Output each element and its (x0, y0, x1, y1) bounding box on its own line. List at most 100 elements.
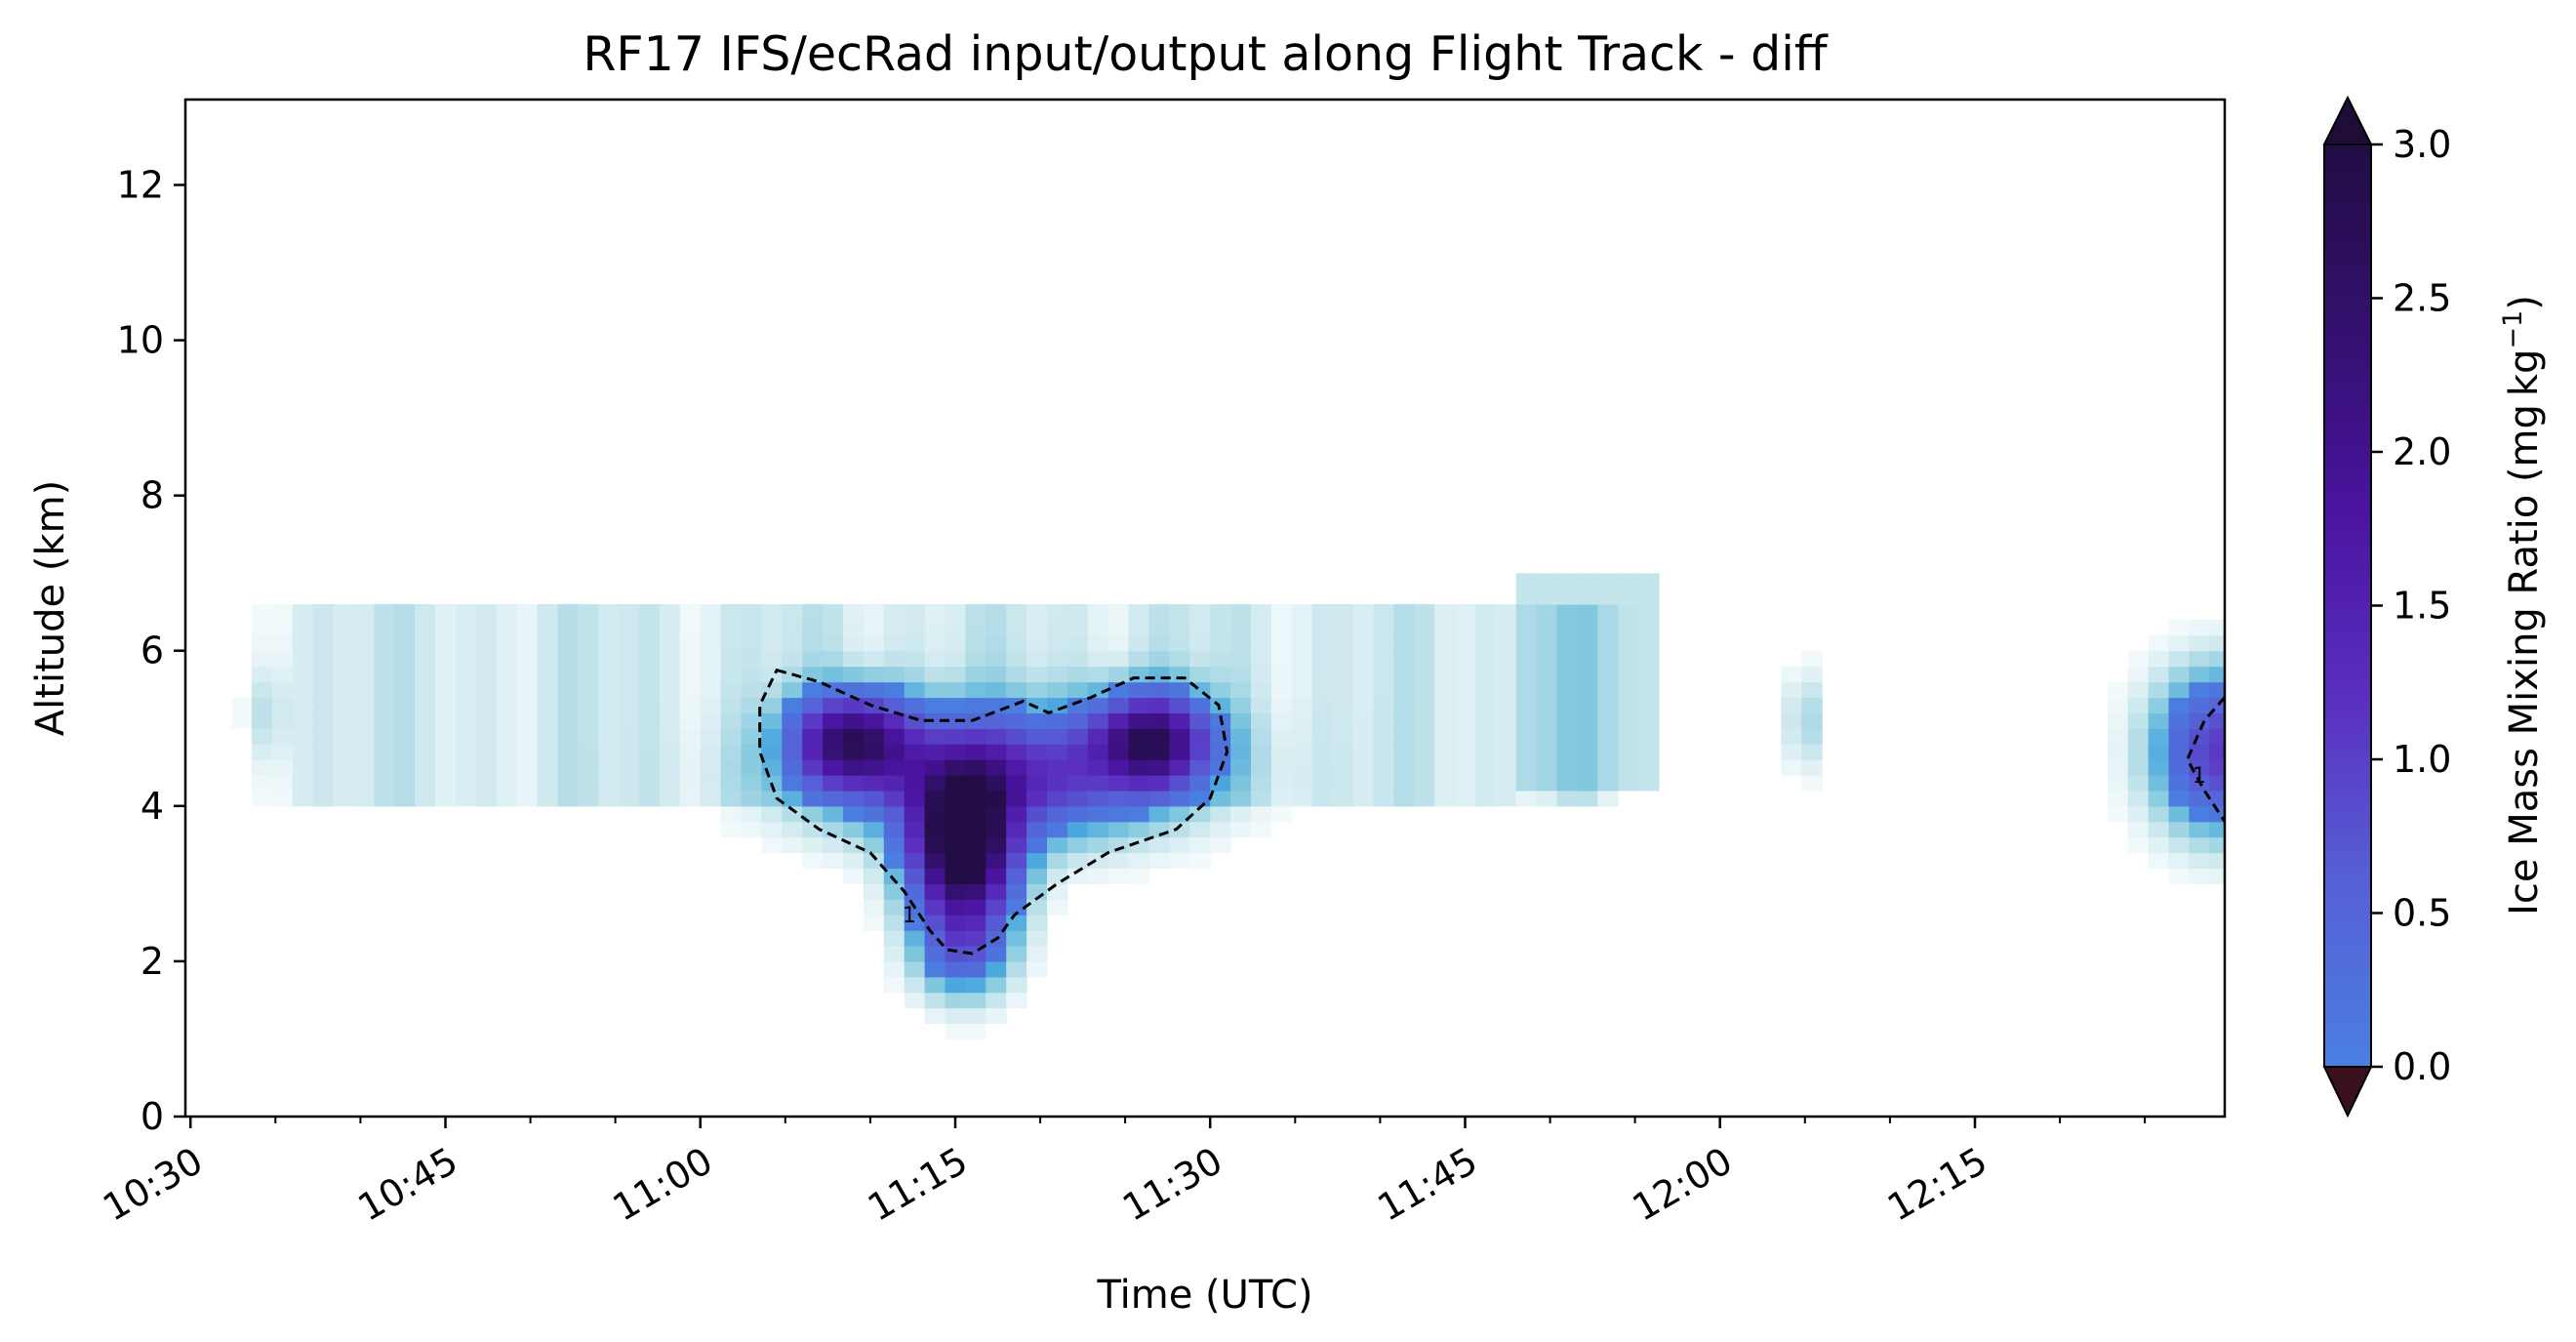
heatmap-cell (1515, 775, 1538, 792)
heatmap-cell (1148, 836, 1170, 854)
heatmap-cell (883, 899, 906, 915)
heatmap-cell (1087, 634, 1109, 652)
heatmap-cell (823, 759, 844, 776)
heatmap-cell (1230, 759, 1252, 776)
heatmap-cell (537, 728, 558, 745)
heatmap-cell (741, 666, 762, 683)
heatmap-cell (1169, 790, 1190, 807)
heatmap-cell (2107, 805, 2129, 823)
heatmap-cell (312, 712, 335, 729)
heatmap-cell (1455, 604, 1476, 621)
heatmap-cell (516, 744, 539, 760)
heatmap-cell (2148, 759, 2170, 776)
heatmap-cell (782, 805, 803, 823)
heatmap-cell (1311, 744, 1334, 760)
heatmap-cell (1251, 681, 1272, 699)
heatmap-cell (1087, 821, 1109, 838)
heatmap-cell (1230, 697, 1252, 713)
heatmap-cell (679, 759, 702, 776)
heatmap-cell (578, 728, 599, 745)
heatmap-cell (883, 604, 906, 621)
heatmap-cell (1210, 728, 1231, 745)
heatmap-cell (578, 744, 599, 760)
heatmap-cell (1047, 821, 1068, 838)
heatmap-cell (1128, 821, 1150, 838)
heatmap-cell (455, 650, 477, 668)
heatmap-cell (598, 650, 620, 668)
heatmap-cell (843, 775, 865, 792)
heatmap-cell (720, 666, 743, 683)
heatmap-cell (251, 790, 273, 807)
heatmap-cell (1801, 744, 1823, 760)
heatmap-cell (659, 790, 681, 807)
heatmap-cell (557, 775, 579, 792)
heatmap-cell (986, 946, 1007, 962)
heatmap-cell (1434, 681, 1456, 699)
heatmap-cell (843, 852, 865, 870)
heatmap-cell (516, 728, 539, 745)
heatmap-cell (782, 728, 803, 745)
heatmap-cell (904, 868, 926, 884)
heatmap-cell (1026, 619, 1048, 636)
heatmap-cell (1556, 650, 1578, 668)
heatmap-cell (1311, 697, 1334, 713)
heatmap-cell (1026, 899, 1048, 915)
heatmap-cell (1495, 604, 1517, 621)
heatmap-cell (965, 1007, 986, 1025)
heatmap-cell (1067, 744, 1089, 760)
heatmap-cell (2107, 712, 2129, 729)
heatmap-cell (1026, 821, 1048, 838)
heatmap-cell (1270, 697, 1293, 713)
heatmap-cell (1393, 634, 1415, 652)
heatmap-cell (1801, 666, 1823, 683)
heatmap-cell (2148, 650, 2170, 668)
heatmap-cell (945, 775, 966, 792)
heatmap-cell (1148, 712, 1170, 729)
heatmap-cell (374, 634, 395, 652)
heatmap-cell (2168, 666, 2190, 683)
heatmap-cell (1230, 790, 1252, 807)
heatmap-cell (1474, 759, 1497, 776)
heatmap-cell (1291, 619, 1313, 636)
colorbar-label-close: ) (2502, 295, 2547, 310)
heatmap-cell (904, 759, 926, 776)
heatmap-cell (639, 759, 661, 776)
heatmap-cell (1638, 589, 1660, 605)
heatmap-cell (1128, 697, 1150, 713)
heatmap-cell (883, 930, 906, 947)
heatmap-cell (1128, 759, 1150, 776)
heatmap-cell (415, 634, 436, 652)
heatmap-cell (1169, 728, 1190, 745)
colorbar-tick-label: 2.5 (2393, 277, 2451, 320)
heatmap-cell (1556, 634, 1578, 652)
heatmap-cell (1414, 681, 1435, 699)
heatmap-cell (1087, 681, 1109, 699)
heatmap-cell (292, 790, 314, 807)
heatmap-cell (353, 790, 375, 807)
heatmap-cell (924, 681, 946, 699)
heatmap-cell (1597, 775, 1619, 792)
heatmap-cell (353, 681, 375, 699)
heatmap-cell (1455, 697, 1476, 713)
heatmap-cell (823, 790, 844, 807)
heatmap-cell (1230, 666, 1252, 683)
heatmap-cell (435, 650, 457, 668)
heatmap-cell (1006, 790, 1027, 807)
heatmap-cell (1169, 712, 1190, 729)
heatmap-cell (333, 666, 354, 683)
heatmap-cell (1618, 712, 1639, 729)
heatmap-cell (863, 759, 885, 776)
heatmap-cell (578, 619, 599, 636)
heatmap-cell (1169, 681, 1190, 699)
heatmap-cell (986, 915, 1007, 931)
heatmap-cell (1026, 650, 1048, 668)
heatmap-cell (1597, 589, 1619, 605)
heatmap-cell (1781, 712, 1802, 729)
colorbar-tick-label: 1.0 (2393, 738, 2451, 781)
heatmap-cell (1210, 650, 1231, 668)
heatmap-cell (2148, 852, 2170, 870)
heatmap-cell (1026, 697, 1048, 713)
heatmap-cell (475, 775, 498, 792)
heatmap-cell (312, 744, 335, 760)
heatmap-cell (924, 634, 946, 652)
